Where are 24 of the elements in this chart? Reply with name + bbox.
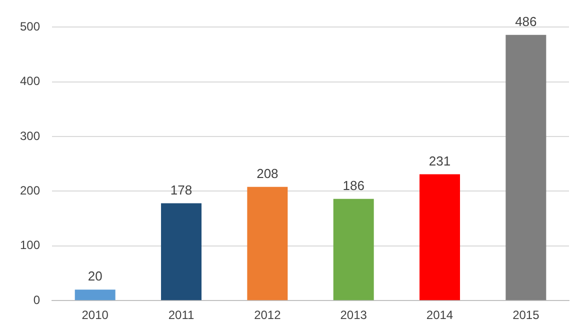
y-tick-label: 300: [20, 128, 40, 143]
x-tick-label: 2010: [82, 308, 109, 322]
y-tick-label: 0: [33, 292, 40, 307]
x-tick-label: 2012: [254, 308, 282, 322]
bar: [506, 34, 546, 300]
x-tick-label: 2013: [340, 308, 368, 322]
x-tick-label: 2011: [168, 308, 194, 322]
data-label: 186: [342, 178, 364, 193]
data-label: 486: [515, 14, 537, 29]
bar: [161, 203, 202, 300]
bar: [333, 198, 374, 300]
y-tick-label: 500: [20, 20, 40, 34]
x-tick-label: 2015: [512, 308, 540, 322]
bar: [420, 174, 460, 300]
data-label: 20: [88, 268, 102, 284]
data-label: 178: [170, 182, 192, 198]
data-label: 208: [256, 166, 278, 181]
bar: [74, 290, 116, 300]
x-tick-label: 2014: [426, 308, 454, 322]
y-tick-label: 400: [20, 74, 40, 88]
bar: [247, 186, 288, 300]
y-tick-label: 100: [20, 238, 40, 252]
data-label: 231: [428, 153, 451, 168]
y-tick-label: 200: [20, 184, 40, 198]
